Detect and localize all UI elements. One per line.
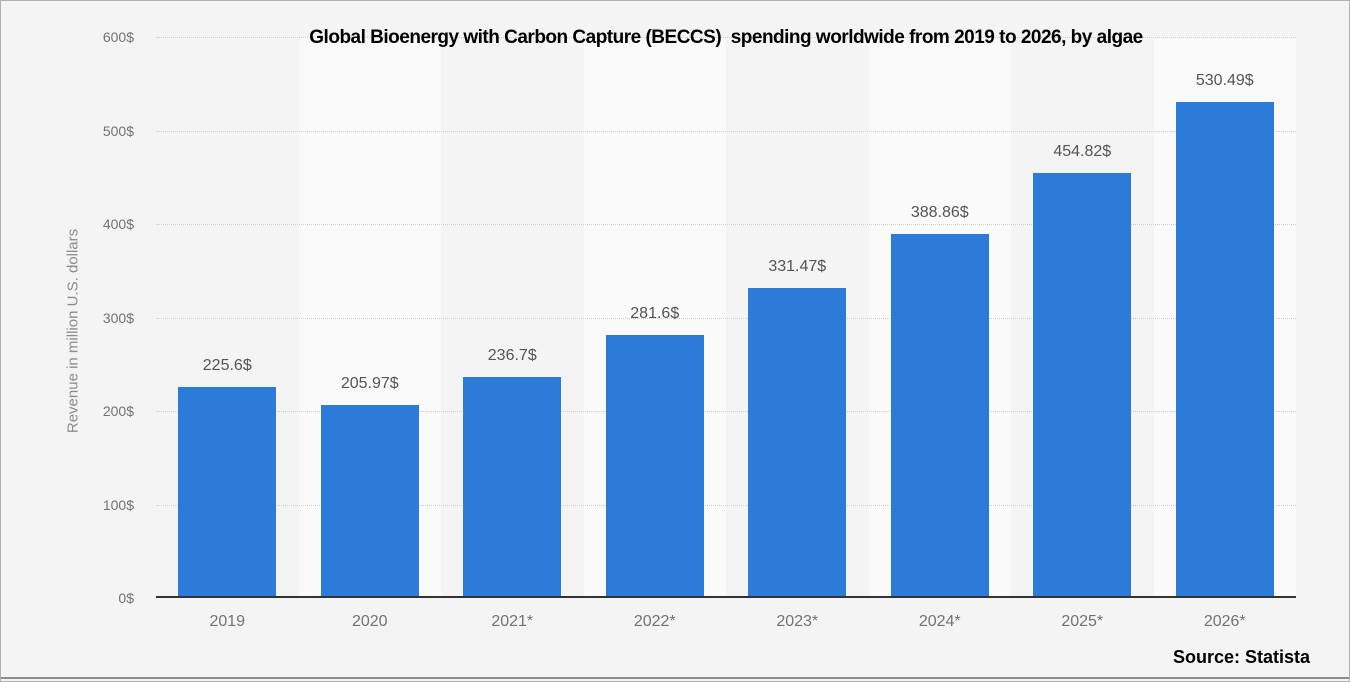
bar-value-label: 205.97$ — [340, 375, 399, 393]
chart-title: Global Bioenergy with Carbon Capture (BE… — [309, 27, 1143, 48]
bar-2020 — [320, 405, 419, 598]
gridline — [156, 130, 1296, 132]
gridline — [156, 317, 1296, 319]
gridline — [156, 504, 1296, 506]
bar-2024 — [890, 234, 989, 598]
y-tick-label: 0$ — [118, 590, 134, 606]
bar-2026 — [1175, 101, 1274, 598]
gridline — [156, 37, 1296, 38]
x-axis-label: 2025* — [1061, 613, 1104, 630]
y-tick-label: 200$ — [102, 403, 134, 419]
x-axis-label: 2023* — [776, 613, 819, 630]
x-axis-label: 2021* — [491, 613, 534, 630]
x-axis-label: 2019 — [209, 613, 246, 630]
source-label: Source: Statista — [1172, 647, 1310, 667]
bar-2019 — [178, 387, 277, 598]
bar-value-label: 530.49$ — [1195, 71, 1254, 89]
y-tick-label: 300$ — [102, 309, 134, 326]
x-axis-label: 2020 — [351, 613, 388, 630]
bar-2023 — [748, 288, 847, 598]
bar-2021 — [463, 376, 562, 598]
bar-value-label: 281.6$ — [630, 304, 680, 322]
x-axis-label: 2026* — [1203, 613, 1246, 630]
bar-value-label: 454.82$ — [1053, 142, 1112, 160]
gridline — [156, 224, 1296, 225]
x-axis-line — [156, 596, 1296, 598]
bar-value-label: 225.6$ — [202, 357, 252, 375]
x-axis-label: 2024* — [918, 613, 961, 630]
x-axis-label: 2022* — [633, 613, 676, 630]
y-tick-label: 100$ — [102, 496, 134, 513]
bar-value-label: 331.47$ — [768, 258, 827, 276]
bar-2022 — [605, 334, 704, 598]
y-axis-title: Revenue in million U.S. dollars — [64, 228, 82, 434]
y-tick-label: 400$ — [102, 216, 134, 232]
y-tick-label: 600$ — [102, 29, 134, 45]
gridline — [156, 411, 1296, 412]
bottom-rule — [1, 677, 1349, 679]
y-tick-label: 500$ — [102, 122, 134, 139]
bar-value-label: 388.86$ — [910, 204, 969, 222]
bar-2025 — [1033, 172, 1132, 598]
bar-value-label: 236.7$ — [487, 346, 537, 364]
